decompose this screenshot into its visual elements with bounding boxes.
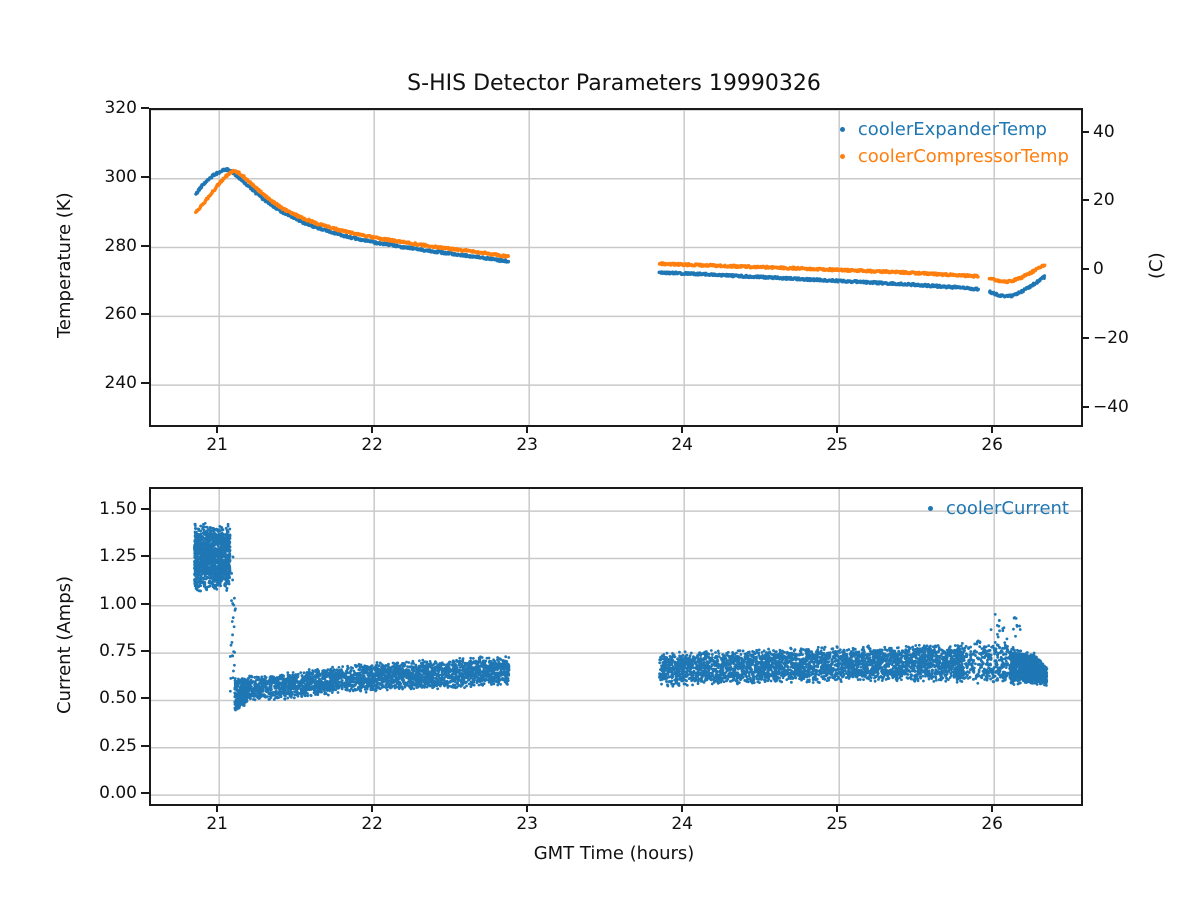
y-tick-mark <box>141 175 149 178</box>
y-tick-label: 0.50 <box>99 688 137 709</box>
x-tick-label: 23 <box>516 814 538 834</box>
legend-marker-icon <box>927 506 933 511</box>
x-tick-label: 26 <box>981 435 1003 455</box>
x-tick-label: 24 <box>671 814 693 834</box>
x-tick-label: 23 <box>516 435 538 455</box>
x-tick-mark <box>681 425 684 433</box>
x-tick-mark <box>526 425 529 433</box>
y-tick-mark <box>141 792 149 795</box>
y-tick-label: 1.50 <box>99 499 137 520</box>
y-tick-label: 0.75 <box>99 641 137 662</box>
celsius-tick-label: −20 <box>1093 327 1129 348</box>
x-tick-mark <box>836 804 839 812</box>
celsius-tick-mark <box>1081 130 1089 133</box>
y-tick-mark <box>141 650 149 653</box>
y-tick-label: 300 <box>104 166 137 187</box>
y-tick-label: 0.00 <box>99 783 137 804</box>
x-tick-mark <box>991 804 994 812</box>
y-tick-mark <box>141 744 149 747</box>
legend-entry: coolerCurrent <box>927 495 1069 522</box>
y-tick-label: 280 <box>104 235 137 256</box>
legend-entry: coolerExpanderTemp <box>839 116 1069 143</box>
x-tick-mark <box>681 804 684 812</box>
x-tick-mark <box>836 425 839 433</box>
legend-entry: coolerCompressorTemp <box>839 143 1069 170</box>
y-tick-mark <box>141 508 149 511</box>
x-tick-mark <box>371 425 374 433</box>
legend-marker-icon <box>839 154 845 159</box>
x-tick-label: 22 <box>361 814 383 834</box>
temperature-plot: coolerExpanderTemp coolerCompressorTemp <box>149 108 1083 427</box>
x-tick-mark <box>371 804 374 812</box>
temperature-legend: coolerExpanderTemp coolerCompressorTemp <box>839 116 1069 170</box>
y-tick-label: 260 <box>104 304 137 325</box>
celsius-tick-label: −40 <box>1093 396 1129 417</box>
current-legend: coolerCurrent <box>927 495 1069 522</box>
x-tick-label: 21 <box>206 435 228 455</box>
y-tick-label: 1.00 <box>99 593 137 614</box>
y-tick-mark <box>141 555 149 558</box>
y-tick-mark <box>141 313 149 316</box>
celsius-tick-mark <box>1081 199 1089 202</box>
x-tick-mark <box>216 804 219 812</box>
y-tick-mark <box>141 244 149 247</box>
celsius-tick-label: 0 <box>1093 259 1104 280</box>
x-axis-label: GMT Time (hours) <box>533 843 695 864</box>
legend-label: coolerCurrent <box>945 498 1069 519</box>
y-tick-label: 0.25 <box>99 735 137 756</box>
y-tick-label: 240 <box>104 373 137 394</box>
x-tick-label: 24 <box>671 435 693 455</box>
legend-label: coolerExpanderTemp <box>857 119 1047 140</box>
y-tick-mark <box>141 107 149 109</box>
x-tick-mark <box>216 425 219 433</box>
x-tick-mark <box>991 425 994 433</box>
x-tick-label: 21 <box>206 814 228 834</box>
current-plot: coolerCurrent <box>149 487 1083 806</box>
celsius-tick-mark <box>1081 336 1089 339</box>
y-tick-mark <box>141 602 149 605</box>
chart-title: S-HIS Detector Parameters 19990326 <box>407 71 821 96</box>
x-tick-label: 22 <box>361 435 383 455</box>
y-tick-mark <box>141 382 149 385</box>
legend-marker-icon <box>839 127 845 132</box>
y-tick-mark <box>141 697 149 700</box>
celsius-tick-mark <box>1081 268 1089 271</box>
current-plot-canvas <box>151 489 1081 804</box>
x-tick-mark <box>526 804 529 812</box>
y-tick-label: 320 <box>104 98 137 118</box>
y-tick-label: 1.25 <box>99 546 137 567</box>
temperature-plot-canvas <box>151 110 1081 425</box>
x-tick-label: 25 <box>826 435 848 455</box>
legend-label: coolerCompressorTemp <box>857 146 1069 167</box>
x-tick-label: 26 <box>981 814 1003 834</box>
celsius-tick-mark <box>1081 405 1089 408</box>
x-tick-label: 25 <box>826 814 848 834</box>
celsius-tick-label: 20 <box>1093 190 1115 211</box>
celsius-tick-label: 40 <box>1093 121 1115 142</box>
